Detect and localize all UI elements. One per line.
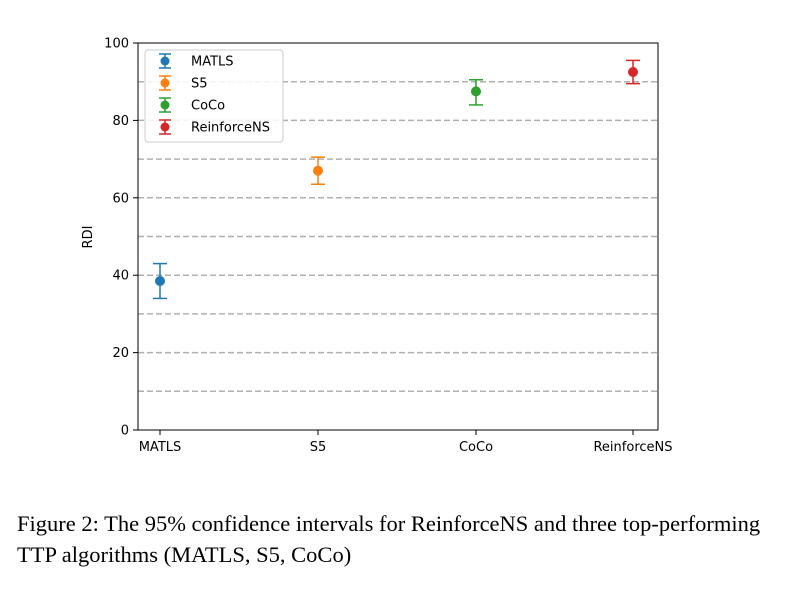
plot-frame: [137, 42, 659, 431]
x-tick-label: S5: [310, 440, 327, 455]
data-point: [313, 165, 323, 176]
y-tick-label: 60: [112, 191, 129, 206]
legend-label: MATLS: [191, 55, 234, 70]
legend-item: CoCo: [159, 97, 225, 114]
legend-item: ReinforceNS: [159, 119, 270, 136]
ci-chart: 0 20 40 60 80 100 MATLS S5 CoCo ReinforceNS MATLS…: [81, 37, 673, 456]
legend-item: MATLS: [159, 53, 234, 70]
error-bar-coco: [469, 79, 483, 106]
legend-label: S5: [191, 77, 208, 92]
data-point: [628, 67, 638, 78]
data-point: [471, 86, 481, 97]
y-axis-label: RDI: [81, 226, 96, 249]
y-tick-label: 100: [104, 37, 129, 52]
legend-swatch-point: [160, 122, 170, 132]
data-point: [155, 276, 165, 287]
legend-swatch-point: [160, 100, 170, 110]
legend-label: CoCo: [191, 99, 225, 114]
error-bars: [153, 59, 640, 300]
x-tick-label: CoCo: [459, 440, 493, 455]
error-bar-s5: [311, 156, 325, 186]
legend-box: [144, 49, 284, 143]
y-tick-label: 20: [112, 346, 129, 361]
y-tick-label: 80: [112, 114, 129, 129]
y-tick-label: 0: [121, 424, 129, 439]
legend-swatch-point: [160, 78, 170, 88]
legend-label: ReinforceNS: [191, 121, 270, 136]
x-tick-label: ReinforceNS: [593, 440, 672, 455]
figure-caption: Figure 2: The 95% confidence intervals f…: [17, 511, 761, 567]
y-tick-label: 40: [112, 269, 129, 284]
legend-item: S5: [159, 75, 208, 92]
legend: MATLS S5 CoCo ReinforceNS: [144, 49, 284, 143]
error-bar-reinforcens: [626, 59, 640, 85]
x-tick-label: MATLS: [139, 440, 182, 455]
axes: 0 20 40 60 80 100 MATLS S5 CoCo ReinforceNS: [104, 37, 672, 456]
legend-swatch-point: [160, 56, 170, 66]
error-bar-matls: [153, 262, 167, 300]
